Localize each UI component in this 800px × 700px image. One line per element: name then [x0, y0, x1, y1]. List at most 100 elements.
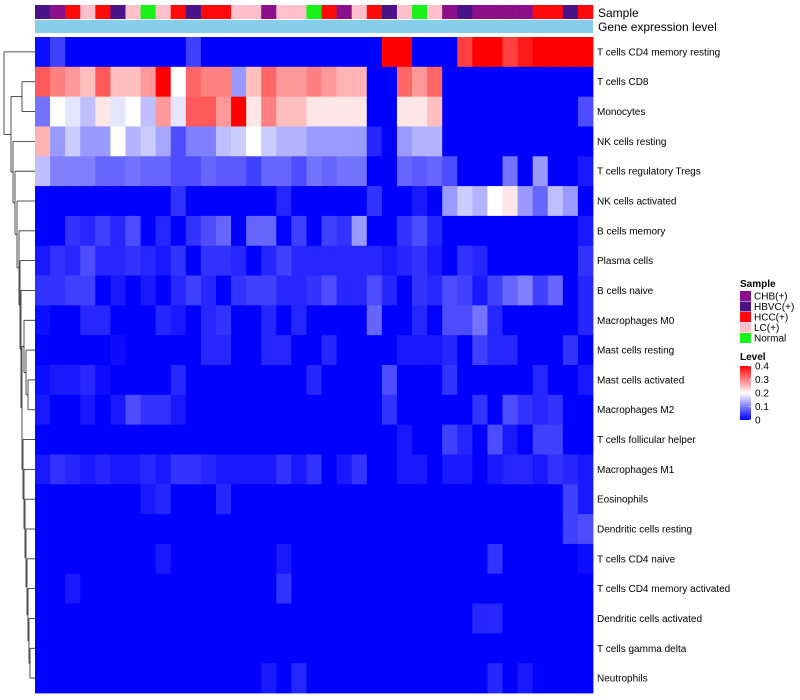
heatmap-cell [547, 37, 564, 68]
heatmap-cell [351, 66, 368, 98]
heatmap-cell [246, 663, 262, 694]
heatmap-cell [547, 96, 564, 127]
sample-annotation-cell [110, 5, 126, 19]
heatmap-cell [487, 126, 503, 157]
heatmap-cell [396, 365, 413, 396]
heatmap-cell [231, 305, 247, 336]
heatmap-cell [80, 275, 96, 306]
heatmap-cell [140, 394, 157, 426]
heatmap-cell [35, 305, 51, 336]
heatmap-cell [351, 424, 368, 455]
heatmap-cell [562, 126, 579, 157]
heatmap-cell [336, 424, 353, 455]
heatmap-cell [231, 37, 247, 68]
heatmap-cell [185, 275, 202, 306]
heatmap-cell [562, 484, 579, 515]
heatmap-cell [35, 424, 51, 455]
heatmap-cell [336, 514, 353, 545]
heatmap-cell [306, 454, 322, 485]
heatmap-cell [110, 484, 126, 515]
heatmap-cell [65, 275, 81, 306]
heatmap-cell [231, 245, 247, 276]
heatmap-cell [547, 573, 564, 604]
heatmap-cell [336, 454, 353, 485]
sample-annotation-cell [200, 5, 217, 19]
heatmap-cell [185, 633, 202, 664]
heatmap-cell [185, 186, 202, 217]
heatmap-cell [95, 126, 111, 157]
heatmap-cell [80, 66, 96, 98]
heatmap-cell [291, 394, 307, 426]
heatmap-cell [366, 543, 383, 575]
heatmap-cell [50, 66, 66, 98]
heatmap-cell [532, 335, 549, 366]
heatmap-cell [562, 37, 579, 68]
heatmap-cell [170, 215, 187, 247]
heatmap-cell [246, 126, 262, 157]
sample-annotation-cell [35, 5, 51, 19]
sample-annotation-cell [65, 5, 81, 19]
heatmap-cell [336, 394, 353, 426]
heatmap-cell [35, 66, 51, 98]
heatmap-cell [517, 275, 534, 306]
heatmap-cell [140, 126, 157, 157]
heatmap-cell [95, 633, 111, 664]
heatmap-cell [95, 454, 111, 485]
heatmap-cell [487, 37, 503, 68]
heatmap-cell [547, 454, 564, 485]
heatmap-cell [366, 96, 383, 127]
heatmap-cell [412, 394, 428, 426]
heatmap-cell [80, 245, 96, 276]
heatmap-cell [351, 514, 368, 545]
heatmap-cell [110, 215, 126, 247]
heatmap-cell [291, 305, 307, 336]
heatmap-cell [517, 156, 534, 187]
heatmap-cell [125, 37, 141, 68]
heatmap-cell [502, 66, 518, 98]
heatmap-cell [412, 424, 428, 455]
heatmap-cell [457, 424, 473, 455]
heatmap-cell [95, 186, 111, 217]
heatmap-cell [532, 633, 549, 664]
heatmap-cell [336, 37, 353, 68]
heatmap-cell [231, 96, 247, 127]
heatmap-cell [396, 633, 413, 664]
heatmap-cell [381, 514, 398, 545]
heatmap-cell [110, 394, 126, 426]
heatmap-cell [65, 126, 81, 157]
heatmap-cell [276, 365, 292, 396]
heatmap-cell [442, 156, 458, 187]
heatmap-cell [487, 335, 503, 366]
heatmap-cell [396, 186, 413, 217]
heatmap-cell [321, 275, 338, 306]
heatmap-cell [562, 424, 579, 455]
heatmap-cell [155, 365, 172, 396]
heatmap-cell [396, 275, 413, 306]
heatmap-cell [472, 543, 488, 575]
heatmap-cell [80, 365, 96, 396]
heatmap-cell [427, 96, 443, 127]
heatmap-cell [412, 335, 428, 366]
heatmap-cell [65, 663, 81, 694]
heatmap-cell [140, 275, 157, 306]
heatmap-cell [155, 633, 172, 664]
sample-annotation-cell [366, 5, 383, 19]
heatmap-cell [110, 275, 126, 306]
heatmap-cell [276, 514, 292, 545]
heatmap-cell [35, 573, 51, 604]
heatmap-cell [457, 603, 473, 634]
heatmap-cell [351, 96, 368, 127]
sample-annotation-cell [502, 5, 518, 19]
heatmap-cell [517, 454, 534, 485]
heatmap-cell [562, 275, 579, 306]
heatmap-cell [487, 514, 503, 545]
heatmap-cell [200, 66, 217, 98]
heatmap-cell [185, 424, 202, 455]
heatmap-cell [246, 543, 262, 575]
heatmap-cell [215, 573, 232, 604]
heatmap-cell [231, 394, 247, 426]
heatmap-cell [261, 245, 277, 276]
heatmap-cell [50, 484, 66, 515]
heatmap-cell [547, 275, 564, 306]
